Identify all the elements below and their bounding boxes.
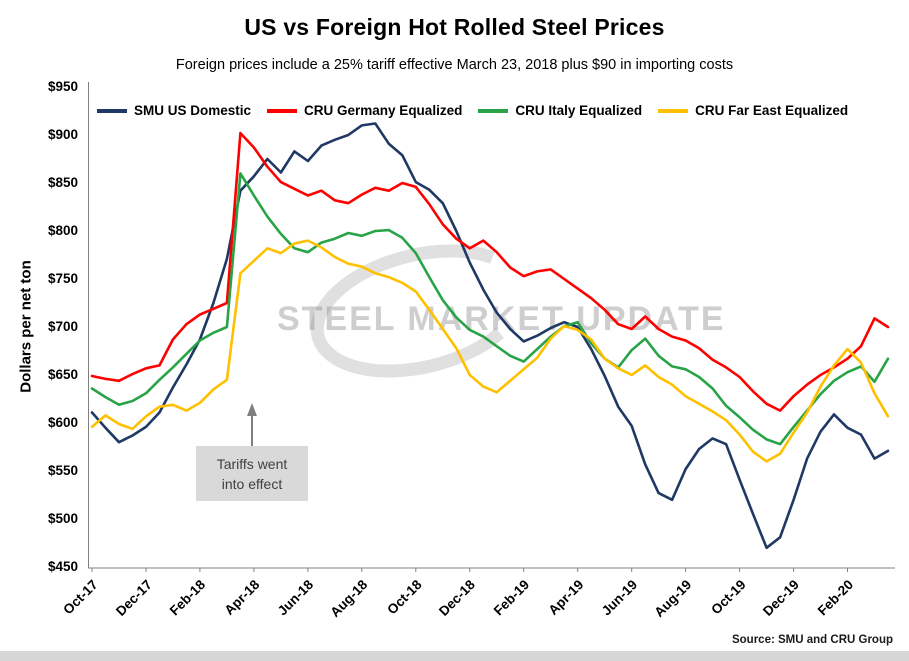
y-tick-label: $450: [47, 559, 78, 574]
legend-swatch: [267, 108, 298, 113]
legend-label: CRU Far East Equalized: [695, 103, 849, 118]
y-tick-label: $900: [47, 127, 78, 142]
x-tick-label: Feb-18: [167, 577, 209, 619]
x-tick-label: Aug-19: [651, 577, 695, 620]
y-tick-label: $700: [47, 319, 78, 334]
x-tick-label: Oct-18: [384, 577, 425, 618]
source-note: Source: SMU and CRU Group: [731, 634, 893, 646]
x-tick-label: Oct-19: [707, 577, 749, 618]
plot-area: [88, 82, 895, 572]
tariff-arrow-icon: [247, 403, 257, 447]
y-tick-label: $600: [47, 415, 78, 430]
legend-item: SMU US Domestic: [97, 103, 251, 118]
x-tick-label: Aug-18: [327, 577, 371, 620]
y-tick-label: $800: [47, 223, 78, 238]
y-tick-label: $550: [47, 463, 78, 478]
legend-swatch: [478, 108, 509, 113]
legend-item: CRU Germany Equalized: [267, 103, 462, 118]
x-tick-label: Oct-17: [60, 577, 101, 618]
legend-label: SMU US Domestic: [134, 103, 252, 118]
legend-swatch: [658, 108, 689, 113]
legend-item: CRU Italy Equalized: [478, 103, 642, 118]
x-tick-label: Feb-20: [814, 577, 857, 619]
x-tick-label: Dec-17: [112, 577, 155, 619]
series-line-smu-us-domestic: [90, 122, 890, 550]
x-tick-label: Jun-18: [275, 577, 317, 619]
series-line-cru-far-east-equalized: [90, 239, 890, 463]
series-line-cru-italy-equalized: [90, 172, 890, 446]
tariff-annotation: Tariffs went into effect: [196, 446, 308, 501]
y-tick-label: $650: [47, 367, 78, 382]
chart-subtitle: Foreign prices include a 25% tariff effe…: [175, 57, 734, 73]
legend-item: CRU Far East Equalized: [658, 103, 848, 118]
x-tick-label: Apr-18: [221, 577, 263, 618]
y-tick-label: $750: [47, 271, 78, 286]
y-axis-labels: $950 $900 $850 $800 $750 $700 $650 $600 $550 $500…: [0, 79, 82, 574]
legend-label: CRU Italy Equalized: [515, 103, 643, 118]
tariff-annotation-line-1: Tariffs went: [216, 455, 288, 472]
x-tick-label: Apr-19: [545, 577, 587, 618]
x-tick-label: Dec-19: [760, 577, 803, 619]
x-tick-label: Feb-19: [490, 577, 533, 619]
series-line-cru-germany-equalized: [90, 131, 890, 412]
y-tick-label: $950: [47, 79, 78, 94]
chart-title: US vs Foreign Hot Rolled Steel Prices: [244, 14, 665, 40]
legend-swatch: [97, 108, 127, 113]
x-tick-label: Jun-19: [598, 577, 641, 619]
bottom-strip: [0, 651, 909, 661]
tariff-annotation-line-2: into effect: [221, 475, 283, 492]
y-tick-label: $500: [47, 511, 78, 526]
x-tick-label: Dec-18: [436, 577, 479, 619]
y-tick-label: $850: [47, 175, 78, 190]
legend-label: CRU Germany Equalized: [304, 103, 463, 118]
legend: SMU US Domestic CRU Germany Equalized CRU …: [97, 103, 848, 118]
